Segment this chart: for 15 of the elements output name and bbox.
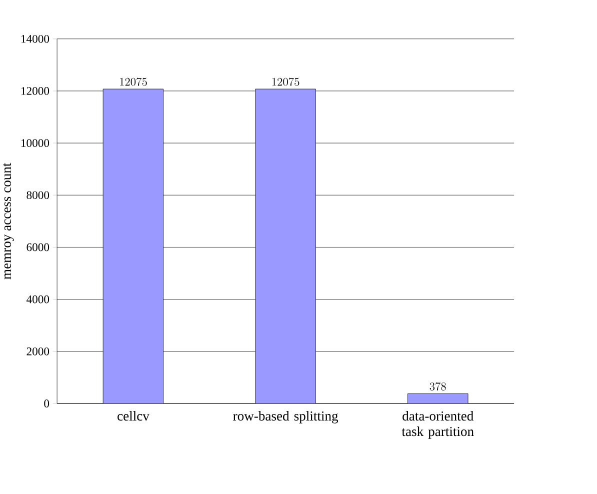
y-tick-label: 10000	[21, 139, 50, 148]
data-label: 378	[430, 382, 446, 391]
y-tick-label: 8000	[26, 191, 50, 200]
y-tick-label: 2000	[26, 348, 50, 356]
x-tick-label: data-oriented task partition	[402, 411, 474, 439]
data-label: 12075	[120, 78, 147, 86]
y-axis-title: memroy access count	[3, 162, 14, 280]
y-tick-label: 14000	[21, 35, 50, 43]
x-tick-label: cellcv	[118, 411, 150, 421]
y-tick-label: 0	[44, 400, 50, 408]
y-tick-label: 4000	[26, 295, 50, 304]
x-tick-label: row-based splitting	[233, 411, 338, 424]
y-tick-label: 6000	[26, 243, 50, 252]
y-tick-label: 12000	[21, 87, 50, 95]
data-label: 12075	[272, 78, 300, 86]
